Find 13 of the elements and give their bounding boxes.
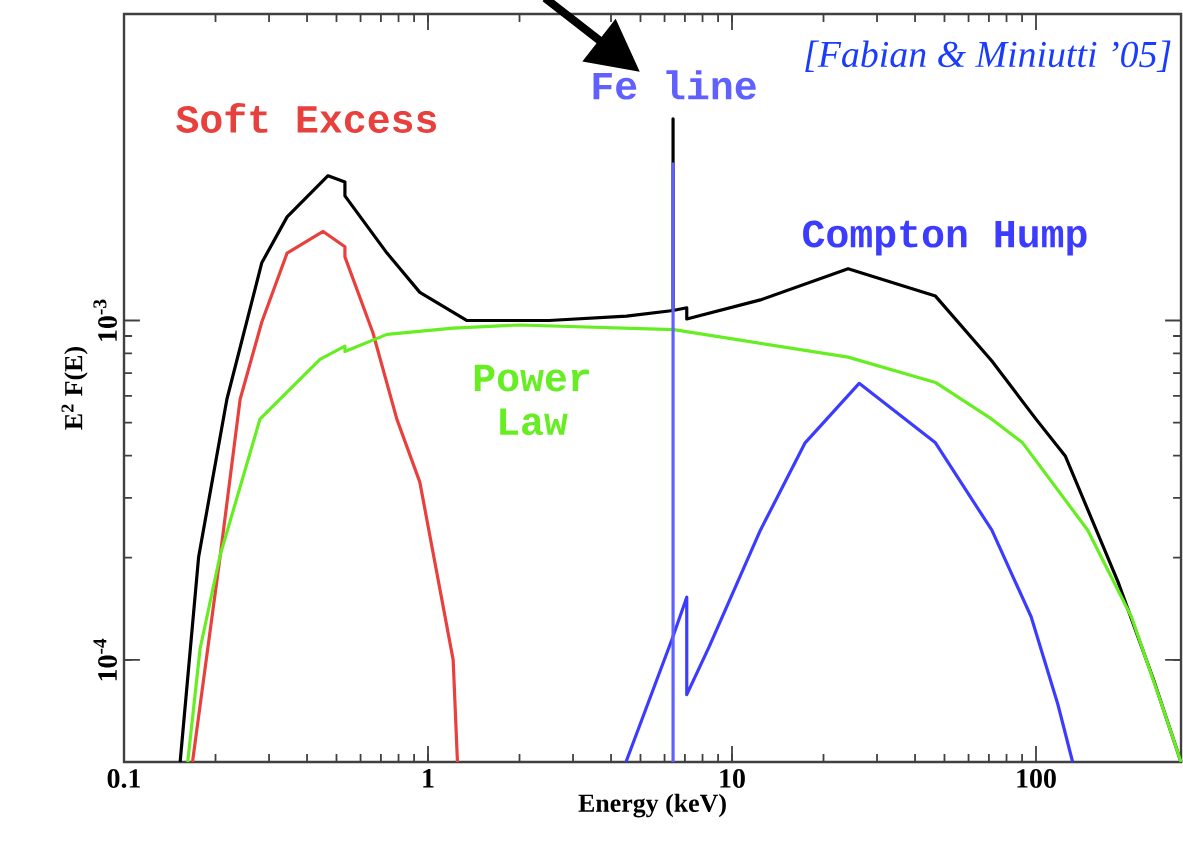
series-label: Fe line: [593, 70, 756, 100]
x-tick-label: 10: [720, 769, 745, 788]
text: Soft Excess: [176, 103, 437, 133]
annotation: [Fabian & Miniutti ’05]: [805, 40, 1171, 72]
x-tick-label: 100: [1017, 769, 1056, 788]
x-axis-title: Energy (keV): [578, 793, 726, 818]
y-tick-label: 10$^{-3}$: [93, 299, 117, 341]
series-label: Power Law: [474, 364, 589, 436]
x-tick-label: 1: [423, 769, 434, 788]
y-axis-title: E$^{2}$ F(E): [61, 347, 88, 430]
x-tick-label: 0.1: [107, 769, 140, 789]
text: Compton Hump: [803, 220, 1087, 256]
y-tick-label: 10$^{-4}$: [93, 638, 117, 681]
